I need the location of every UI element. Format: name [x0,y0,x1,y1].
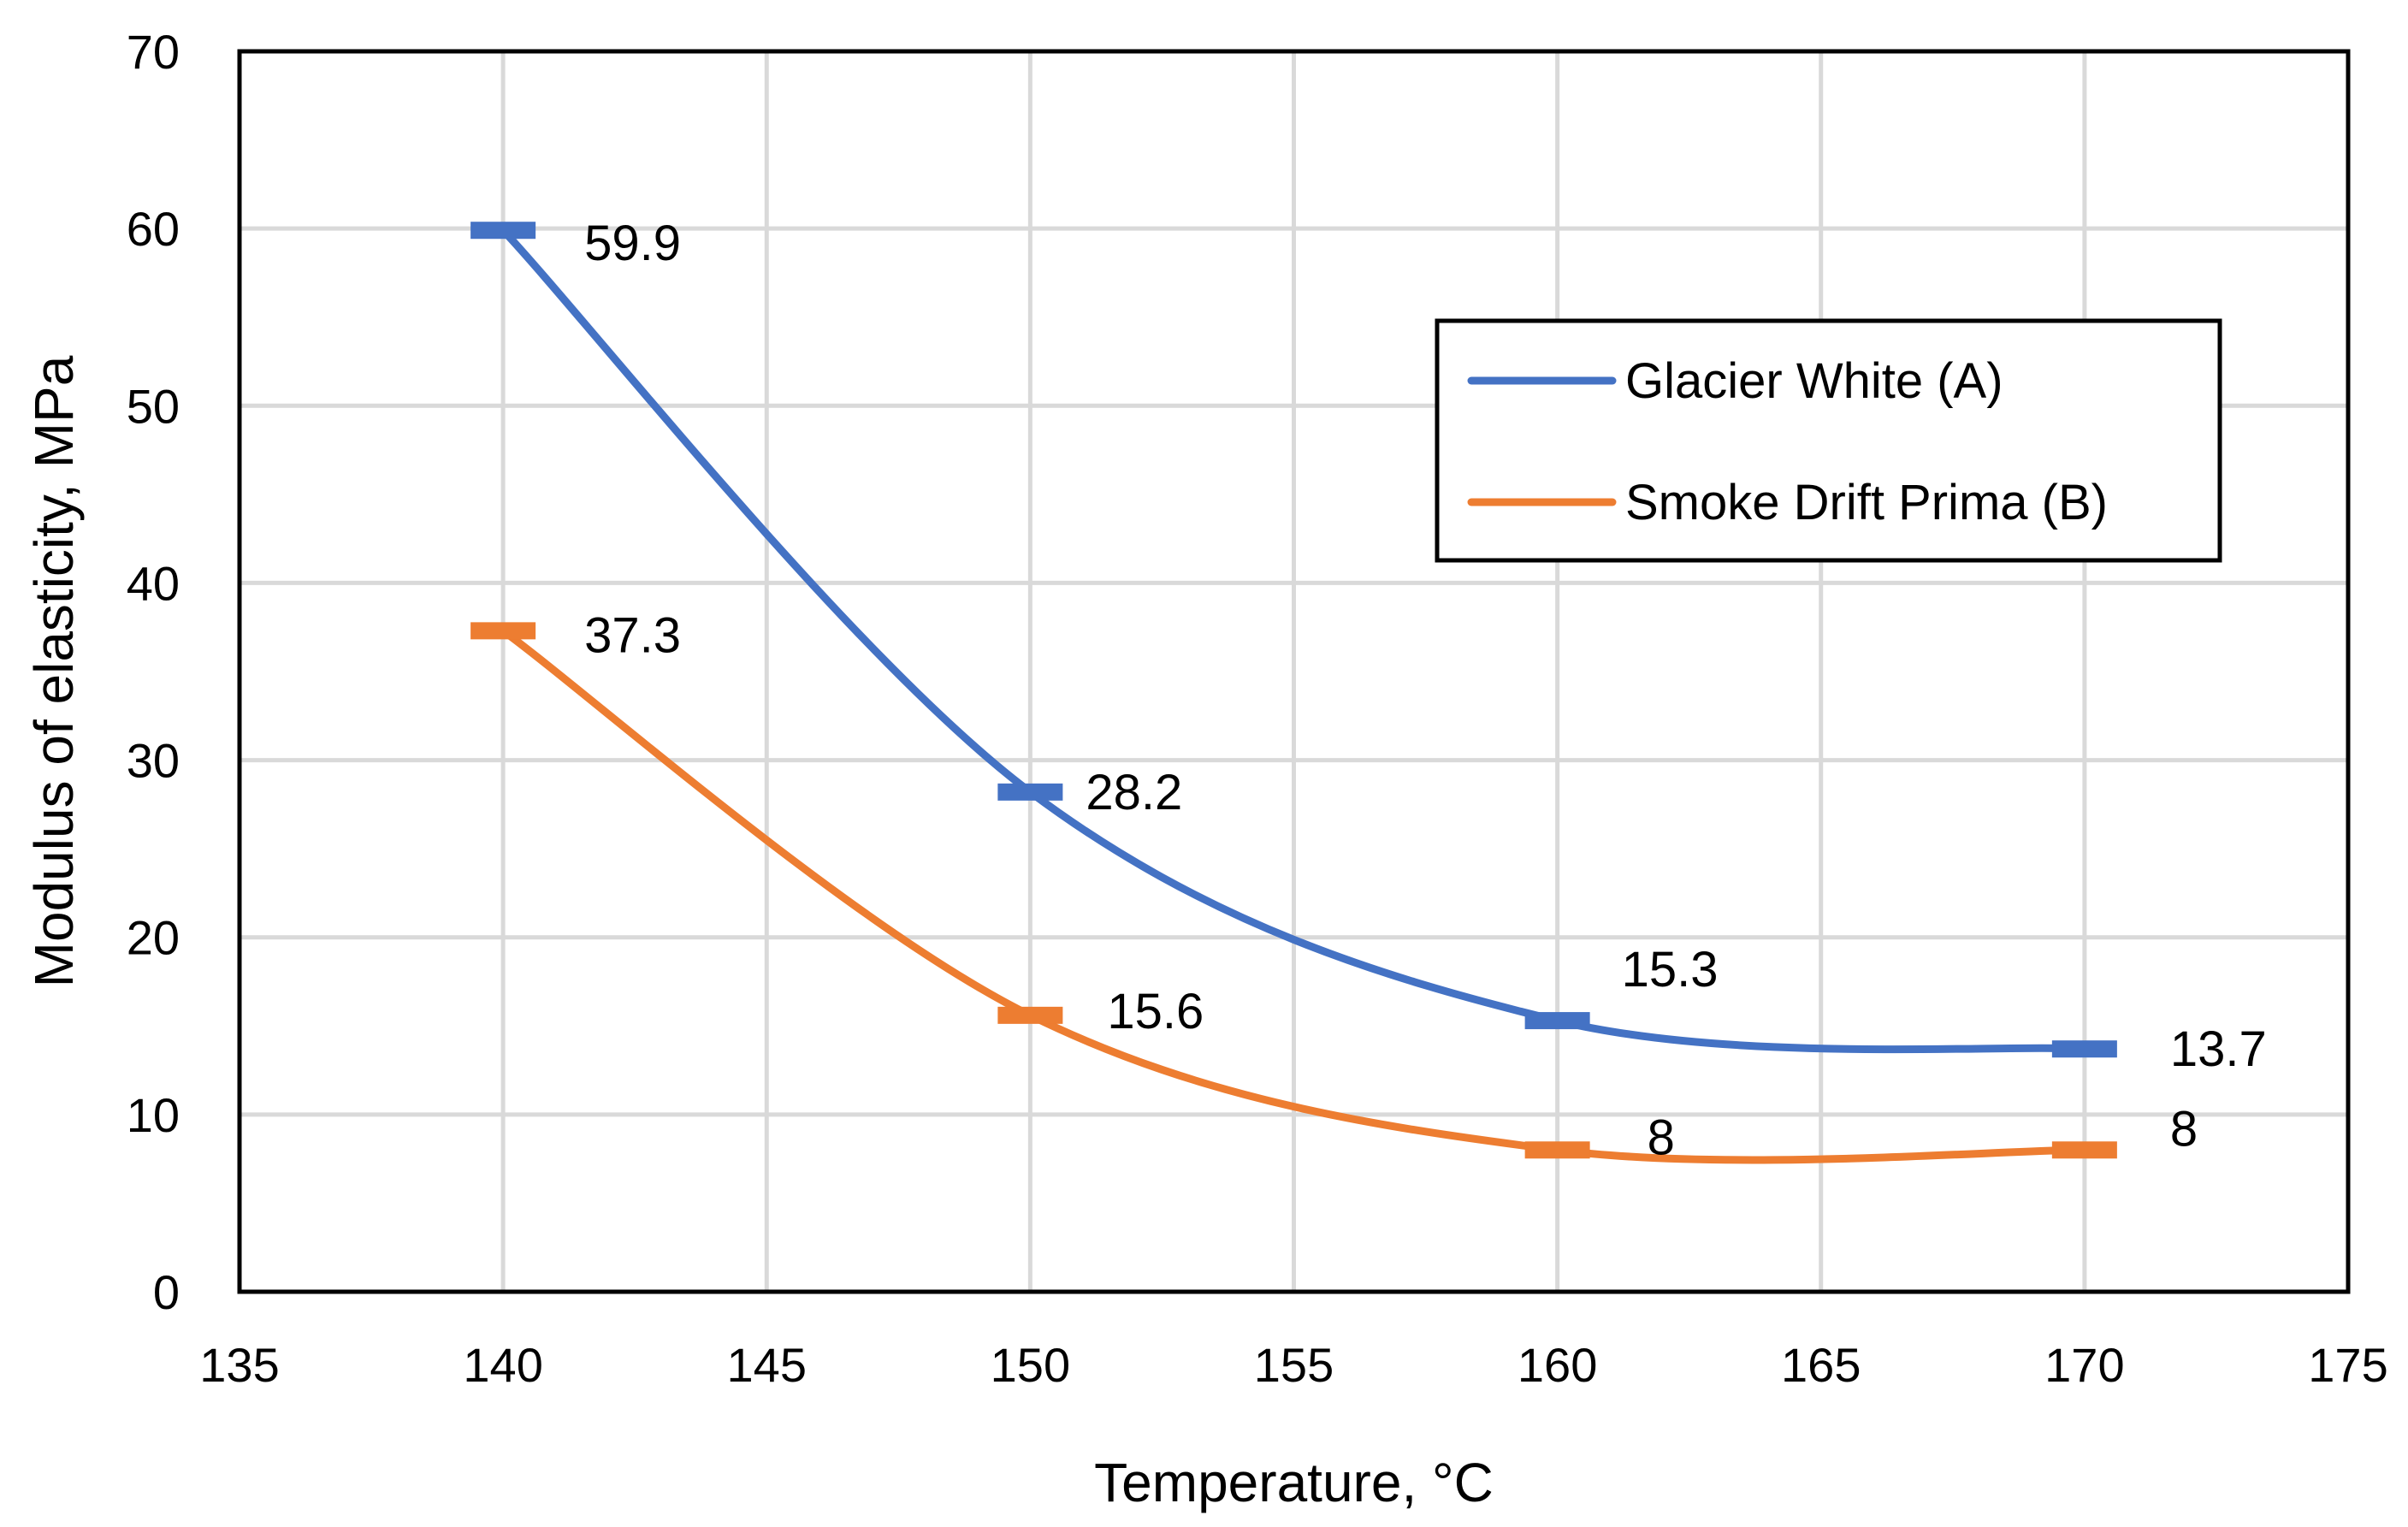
data-label-glacier-white-160: 15.3 [1622,942,1719,997]
y-tick-label-30: 30 [127,734,180,788]
data-marker-smoke-drift-prima-160 [1524,1141,1590,1159]
x-axis-ticks: 135 140 145 150 155 160 165 170 175 [199,1338,2387,1392]
legend-label-smoke-drift-prima: Smoke Drift Prima (B) [1625,475,2108,530]
plot-frame [237,49,2351,1294]
data-marker-glacier-white-160 [1524,1012,1590,1030]
y-axis-title: Modulus of elasticity, MPa [23,355,85,987]
data-label-glacier-white-170: 13.7 [2170,1021,2267,1077]
data-label-smoke-drift-prima-160: 8 [1648,1110,1675,1165]
data-label-smoke-drift-prima-140: 37.3 [584,607,681,663]
data-label-glacier-white-150: 28.2 [1086,765,1182,820]
x-tick-label-150: 150 [991,1338,1070,1392]
x-tick-label-175: 175 [2308,1338,2387,1392]
y-axis-ticks: 0 10 20 30 40 50 60 70 [127,25,180,1319]
data-marker-glacier-white-170 [2051,1040,2117,1058]
x-tick-label-155: 155 [1254,1338,1334,1392]
y-tick-label-40: 40 [127,556,180,610]
data-label-smoke-drift-prima-150: 15.6 [1107,984,1204,1039]
series-line-glacier-white [499,226,2089,1054]
data-marker-smoke-drift-prima-140 [470,622,536,640]
x-tick-label-140: 140 [463,1338,542,1392]
data-label-glacier-white-140: 59.9 [584,216,681,271]
data-marker-glacier-white-150 [997,783,1063,801]
x-tick-label-165: 165 [1781,1338,1861,1392]
x-tick-label-160: 160 [1518,1338,1597,1392]
y-tick-label-0: 0 [153,1265,180,1319]
series-layer [470,222,2117,1164]
series-line-smoke-drift-prima [499,626,2089,1164]
y-tick-label-20: 20 [127,911,180,965]
y-tick-label-50: 50 [127,379,180,433]
legend-box [1435,318,2222,563]
y-tick-label-70: 70 [127,25,180,79]
data-marker-smoke-drift-prima-170 [2051,1141,2117,1159]
y-tick-label-60: 60 [127,202,180,256]
x-tick-label-170: 170 [2044,1338,2124,1392]
legend-label-glacier-white: Glacier White (A) [1625,353,2003,409]
legend: Glacier White (A) Smoke Drift Prima (B) [1435,318,2222,563]
data-marker-glacier-white-140 [470,222,536,240]
data-marker-smoke-drift-prima-150 [997,1006,1063,1024]
data-label-smoke-drift-prima-170: 8 [2170,1101,2198,1157]
y-tick-label-10: 10 [127,1088,180,1142]
data-labels: 59.9 28.2 15.3 13.7 37.3 15.6 8 8 [584,216,2267,1165]
x-tick-label-135: 135 [199,1338,279,1392]
x-axis-title: Temperature, °C [1094,1452,1494,1513]
grid-lines [237,49,2351,1294]
x-tick-label-145: 145 [727,1338,807,1392]
